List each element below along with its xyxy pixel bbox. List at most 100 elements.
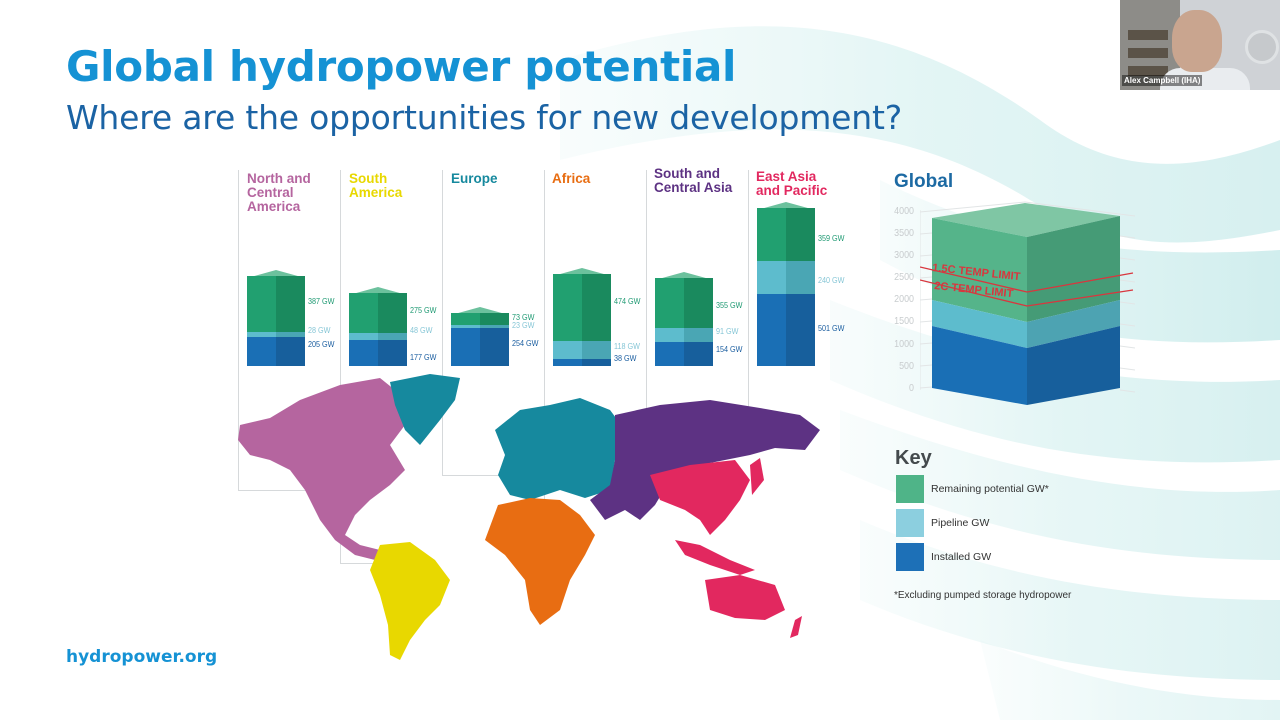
segment-pipeline	[553, 341, 611, 359]
region-label-europe: Europe	[451, 171, 498, 186]
swatch-pipeline	[896, 509, 924, 537]
value-remaining: 387 GW	[308, 296, 335, 306]
key-label: Pipeline GW	[931, 517, 990, 529]
segment-pipeline	[757, 261, 815, 294]
bar-top	[349, 287, 407, 295]
footer-website: hydropower.org	[66, 647, 218, 667]
value-remaining: 355 GW	[716, 300, 743, 310]
axis-tick-1000: 1000	[894, 338, 914, 350]
limit-line-2c	[920, 279, 1134, 307]
bar-top	[655, 272, 713, 280]
value-installed: 254 GW	[512, 338, 539, 348]
global-chart-grid	[920, 201, 1136, 393]
bar-top	[247, 270, 305, 278]
video-person-shirt	[1160, 68, 1250, 90]
value-installed: 38 GW	[614, 353, 637, 363]
axis-tick-500: 500	[899, 360, 914, 372]
bar-south-america	[349, 287, 407, 366]
slide-subtitle: Where are the opportunities for new deve…	[66, 98, 903, 137]
video-shelf	[1128, 30, 1168, 40]
video-shelf	[1128, 66, 1168, 76]
bar-africa	[553, 268, 611, 366]
region-frame-south-asia	[646, 170, 647, 430]
axis-tick-4000: 4000	[894, 205, 914, 217]
map-east-asia	[650, 460, 750, 535]
axis-tick-3500: 3500	[894, 227, 914, 239]
bar-east-asia	[757, 202, 815, 366]
video-person-head	[1172, 10, 1222, 72]
footnote: *Excluding pumped storage hydropower	[894, 590, 1072, 601]
bar-south-asia	[655, 272, 713, 366]
bar-north-america	[247, 270, 305, 366]
region-frame-south-america	[340, 170, 341, 563]
segment-installed	[349, 340, 407, 366]
segment-installed	[553, 359, 611, 366]
axis-tick-2000: 2000	[894, 293, 914, 305]
value-remaining: 275 GW	[410, 305, 437, 315]
segment-remaining	[451, 313, 509, 325]
region-frame-north-america	[238, 170, 239, 490]
segment-pipeline	[349, 333, 407, 340]
region-frame-south-america-base	[340, 563, 396, 564]
map-new-zealand	[790, 616, 802, 638]
swatch-installed	[896, 543, 924, 571]
axis-tick-1500: 1500	[894, 315, 914, 327]
segment-pipeline	[451, 325, 509, 328]
segment-remaining	[757, 208, 815, 261]
value-installed: 177 GW	[410, 352, 437, 362]
map-southeast-asia	[675, 540, 755, 575]
slide-title: Global hydropower potential	[66, 42, 737, 91]
temp-limit-lines	[920, 266, 1134, 307]
segment-remaining	[655, 278, 713, 328]
bar-top	[553, 268, 611, 276]
map-japan	[750, 458, 764, 495]
value-remaining: 73 GW	[512, 312, 535, 322]
value-pipeline: 118 GW	[614, 341, 640, 351]
world-map	[238, 374, 820, 660]
bar-europe	[451, 307, 509, 366]
segment-remaining	[349, 293, 407, 333]
region-label-africa: Africa	[552, 171, 591, 186]
video-shelf	[1128, 48, 1168, 58]
region-label-south-america: South America	[349, 171, 403, 200]
limit-line-1-5c	[920, 266, 1134, 293]
axis-tick-2500: 2500	[894, 271, 914, 283]
key-title: Key	[895, 447, 932, 469]
global-bar	[932, 203, 1120, 405]
video-tile[interactable]: Alex Campbell (IHA)	[1120, 0, 1280, 90]
global-chart-title: Global	[894, 171, 954, 192]
region-frame-europe-base	[442, 475, 512, 476]
value-pipeline: 23 GW	[512, 320, 535, 330]
value-pipeline: 28 GW	[308, 325, 331, 335]
map-australia	[705, 575, 785, 620]
region-frame-north-america-base	[238, 490, 334, 491]
segment-remaining	[553, 274, 611, 341]
region-label-south-asia: South and Central Asia	[654, 166, 733, 195]
map-europe	[495, 398, 625, 500]
key-label: Remaining potential GW*	[931, 483, 1049, 495]
segment-installed	[247, 337, 305, 366]
axis-tick-0: 0	[909, 382, 914, 394]
region-frame-africa	[544, 170, 545, 530]
map-south-america	[370, 542, 450, 660]
region-label-east-asia: East Asia and Pacific	[756, 169, 828, 198]
swatch-remaining	[896, 475, 924, 503]
axis-tick-3000: 3000	[894, 249, 914, 261]
region-frame-east-asia	[748, 170, 749, 418]
value-installed: 205 GW	[308, 339, 335, 349]
bar-top	[451, 307, 509, 315]
value-pipeline: 48 GW	[410, 325, 433, 335]
map-greenland	[390, 374, 460, 445]
segment-installed	[655, 342, 713, 366]
value-installed: 501 GW	[818, 323, 845, 333]
segment-installed	[757, 294, 815, 366]
bar-top	[757, 202, 815, 210]
map-africa	[485, 498, 595, 625]
value-remaining: 474 GW	[614, 296, 641, 306]
segment-pipeline	[655, 328, 713, 342]
map-central-asia	[590, 400, 820, 520]
segment-pipeline	[247, 332, 305, 337]
key-label: Installed GW	[931, 551, 992, 563]
region-label-north-america: North and Central America	[247, 171, 311, 214]
